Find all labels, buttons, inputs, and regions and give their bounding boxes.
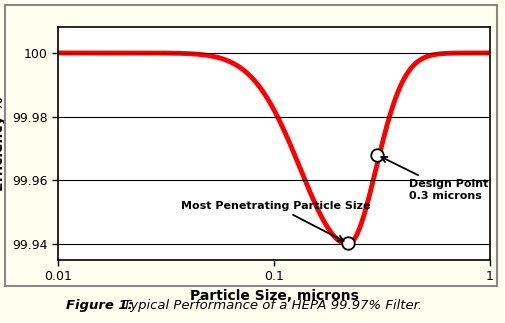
X-axis label: Particle Size, microns: Particle Size, microns <box>189 289 359 303</box>
Text: Typical Performance of a HEPA 99.97% Filter.: Typical Performance of a HEPA 99.97% Fil… <box>119 299 422 312</box>
Text: Design Point
0.3 microns: Design Point 0.3 microns <box>381 157 488 201</box>
Text: Most Penetrating Particle Size: Most Penetrating Particle Size <box>181 201 370 241</box>
Y-axis label: Efficiency %: Efficiency % <box>0 97 7 191</box>
Text: Figure 1:: Figure 1: <box>66 299 133 312</box>
